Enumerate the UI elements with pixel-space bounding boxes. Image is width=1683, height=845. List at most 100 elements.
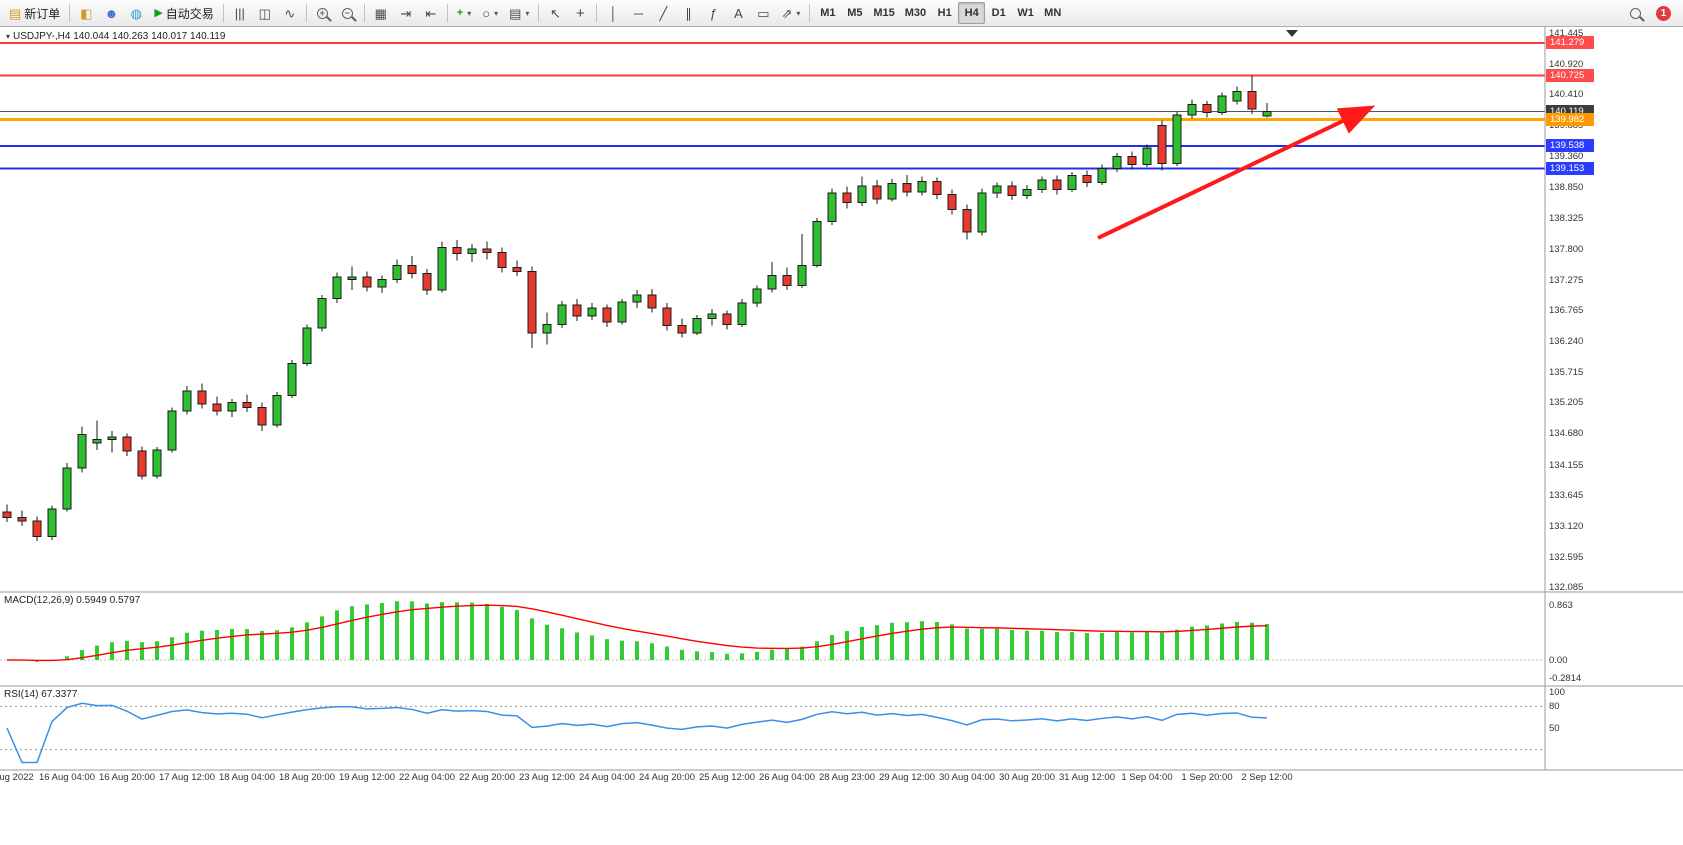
market-watch-button[interactable]: ◍ [124,2,148,24]
horizontal-line-button[interactable]: ─ [626,2,650,24]
price-axis-label: 133.120 [1549,520,1584,532]
line-chart-icon: ∿ [284,5,296,21]
candlestick-chart-button[interactable]: ◫ [253,2,277,24]
profiles-button[interactable]: ☻ [99,2,123,24]
toolbar-separator [69,4,71,22]
trend-arrow[interactable] [1097,105,1376,240]
price-axis-label: 136.240 [1549,336,1584,348]
bull-candle [542,324,552,334]
cursor-button[interactable]: ↖ [543,2,567,24]
bull-candle [797,264,807,286]
time-axis-label: 18 Aug 20:00 [279,772,335,783]
timeframe-button-w1[interactable]: W1 [1017,7,1034,19]
zoom-out-button[interactable]: − [336,2,360,24]
play-icon: ▶ [154,6,163,19]
channel-button[interactable]: ∥ [676,2,700,24]
tile-windows-button[interactable]: ▦ [369,2,393,24]
timeframe-button-m15[interactable]: M15 [873,7,895,19]
chart-symbol-title: ▾ USDJPY-,H4 140.044 140.263 140.017 140.… [6,31,225,42]
bear-candle [947,193,957,211]
timeframe-button-d1[interactable]: D1 [991,7,1006,19]
timeframe-button-h1[interactable]: H1 [937,7,952,19]
chart-window-button[interactable]: ◧ [74,2,98,24]
price-axis-label: 134.155 [1549,459,1584,471]
price-axis-label: 138.850 [1549,181,1584,193]
bull-candle [302,327,312,365]
time-axis-label: 31 Aug 12:00 [1059,772,1115,783]
price-axis-label: 141.445 [1549,28,1584,40]
auto-trading-button[interactable]: ▶ 自动交易 [149,2,218,24]
channel-icon: ∥ [685,5,692,21]
new-order-button[interactable]: ▤ 新订单 [4,2,65,24]
timeframe-button-h4[interactable]: H4 [958,2,986,24]
price-axis-label: 140.410 [1549,89,1584,101]
text-button[interactable]: A [726,2,750,24]
notification-badge[interactable]: 1 [1656,5,1671,21]
vertical-line-button[interactable]: │ [601,2,625,24]
arrows-button[interactable]: ⇗ ▾ [776,2,805,24]
bear-candle [1007,185,1017,196]
auto-scroll-button[interactable]: ⇥ [394,2,418,24]
bar-chart-button[interactable]: ||| [228,2,252,24]
fibonacci-icon: ƒ [709,5,718,21]
timeframe-button-m30[interactable]: M30 [904,7,927,19]
price-chart[interactable] [0,27,1683,845]
chart-shift-marker[interactable] [1286,30,1298,37]
chart-shift-button[interactable]: ⇤ [419,2,443,24]
time-axis-label: 30 Aug 20:00 [999,772,1055,783]
bull-candle [812,221,822,266]
auto-trading-label: 自动交易 [165,6,214,21]
price-axis-label: 140.920 [1549,59,1584,71]
templates-icon: ▤ [509,5,522,21]
search-button[interactable] [1623,2,1647,24]
crosshair-button[interactable]: + [568,2,592,24]
bull-candle [317,297,327,329]
price-axis-label: 135.715 [1549,367,1584,379]
bull-candle [287,363,297,397]
indicators-button[interactable]: + ▾ [452,2,476,24]
bull-candle [272,395,282,426]
bear-candle [677,325,687,334]
bull-candle [1187,103,1197,116]
bear-candle [872,185,882,200]
bull-candle [1097,167,1107,183]
bull-candle [1217,95,1227,114]
auto-scroll-icon: ⇥ [400,5,412,21]
search-icon [1629,7,1641,19]
bull-candle [227,402,237,412]
bear-candle [197,390,207,405]
timeframe-button-m5[interactable]: M5 [847,7,863,19]
one-click-trading-toggle[interactable]: ▾ [6,32,11,41]
fibonacci-button[interactable]: ƒ [701,2,725,24]
price-axis-label: 137.800 [1549,243,1584,255]
bear-candle [662,307,672,327]
time-axis-label: 1 Sep 20:00 [1181,772,1233,783]
zoom-in-button[interactable]: + [311,2,335,24]
bear-candle [17,516,27,522]
rsi-axis-label: 100 [1549,687,1565,698]
bear-candle [407,264,417,275]
templates-button[interactable]: ▤ ▾ [504,2,534,24]
bear-candle [2,511,12,518]
bull-candle [752,288,762,304]
timeframe-button-m1[interactable]: M1 [820,7,836,19]
bear-candle [1202,103,1212,114]
text-label-button[interactable]: ▭ [751,2,775,24]
line-chart-button[interactable]: ∿ [278,2,302,24]
bull-candle [107,436,117,440]
timeframe-group: M1 M5 M15 M30 H1 H4 D1 W1 MN [814,2,1066,24]
profile-icon: ☻ [104,5,119,21]
price-tag-139.982: 139.982 [1546,113,1594,127]
toolbar-separator [809,4,811,22]
bear-candle [842,192,852,204]
price-tag-140.725: 140.725 [1546,69,1594,83]
time-axis-label: 16 Aug 04:00 [39,772,95,783]
bull-candle [1037,179,1047,191]
periods-button[interactable]: ○ ▾ [477,2,503,24]
time-axis-label: 18 Aug 04:00 [219,772,275,783]
trendline-button[interactable]: ╱ [651,2,675,24]
timeframe-button-mn[interactable]: MN [1044,7,1062,19]
price-axis-label: 136.765 [1549,305,1584,317]
bull-candle [152,449,162,477]
